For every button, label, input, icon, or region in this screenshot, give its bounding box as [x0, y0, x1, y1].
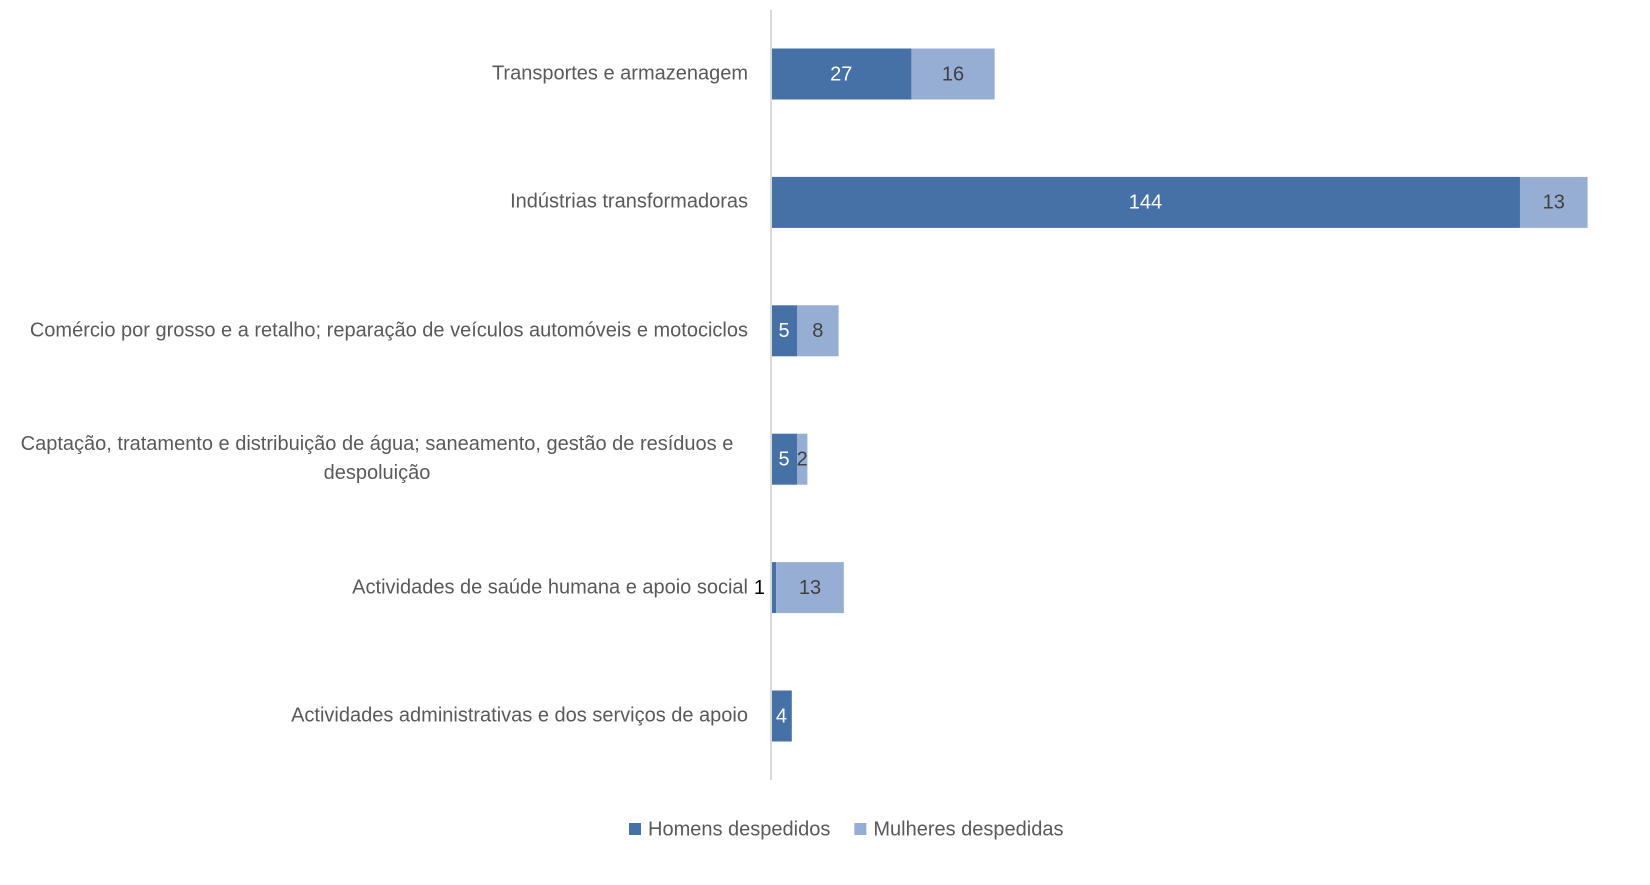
data-label: 1	[754, 577, 765, 599]
y-tick-label: Captação, tratamento e distribuição de á…	[20, 433, 734, 485]
legend-label: Homens despedidos	[648, 818, 830, 840]
y-tick-label: Comércio por grosso e a retalho; reparaç…	[29, 319, 748, 342]
legend-label: Mulheres despedidas	[873, 818, 1063, 840]
bar	[771, 562, 777, 614]
data-label: 27	[830, 63, 852, 85]
bar	[771, 176, 1520, 228]
bar	[1519, 176, 1588, 228]
data-label: 5	[778, 448, 789, 470]
category-label-box: Comércio por grosso e a retalho; reparaç…	[30, 316, 748, 345]
bar	[797, 305, 839, 357]
category-label-box: Indústrias transformadoras	[510, 188, 748, 217]
data-label: 144	[1129, 192, 1162, 214]
data-label: 8	[812, 320, 823, 342]
bar	[771, 433, 798, 485]
y-tick-label: Indústrias transformadoras	[510, 190, 748, 213]
legend-swatch	[854, 823, 867, 835]
bar	[911, 48, 995, 100]
data-label: 16	[942, 63, 964, 85]
category-label-box: Transportes e armazenagem	[492, 60, 748, 89]
data-label: 5	[778, 320, 789, 342]
bar	[771, 690, 792, 742]
data-label: 13	[1543, 192, 1565, 214]
data-label: 2	[797, 448, 808, 470]
category-label-box: Actividades de saúde humana e apoio soci…	[352, 573, 748, 602]
bar	[797, 433, 808, 485]
category-label-box: Actividades administrativas e dos serviç…	[291, 702, 748, 731]
bar	[771, 48, 912, 100]
bar	[776, 562, 844, 614]
y-tick-label: Transportes e armazenagem	[491, 62, 748, 85]
bar	[771, 305, 798, 357]
category-label-box: Captação, tratamento e distribuição de á…	[6, 430, 748, 488]
legend-swatch	[629, 823, 641, 835]
y-tick-label: Actividades de saúde humana e apoio soci…	[352, 576, 748, 599]
y-tick-label: Actividades administrativas e dos serviç…	[291, 704, 748, 727]
data-label: 4	[776, 705, 787, 727]
data-label: 13	[799, 577, 821, 599]
